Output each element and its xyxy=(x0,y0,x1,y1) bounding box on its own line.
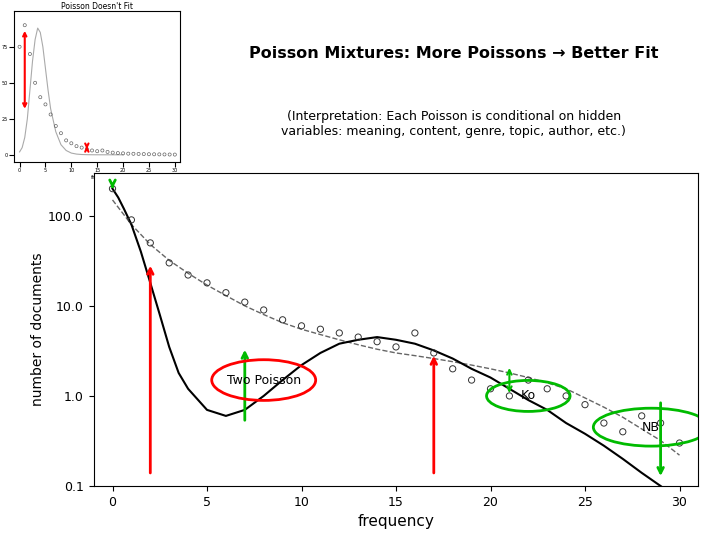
Point xyxy=(132,150,144,158)
Point xyxy=(148,150,160,159)
Title: Poisson Doesn't Fit: Poisson Doesn't Fit xyxy=(61,2,133,11)
Y-axis label: number of documents: number of documents xyxy=(31,253,45,406)
Point xyxy=(122,150,134,158)
Point xyxy=(598,418,610,427)
Text: (Interpretation: Each Poisson is conditional on hidden
variables: meaning, conte: (Interpretation: Each Poisson is conditi… xyxy=(282,110,626,138)
Text: Two Poisson: Two Poisson xyxy=(227,374,301,387)
Point xyxy=(353,333,364,341)
Point xyxy=(674,438,685,447)
Point xyxy=(466,376,477,384)
Point xyxy=(277,315,289,324)
Point xyxy=(55,129,67,138)
Text: Poisson Mixtures: More Poissons → Better Fit: Poisson Mixtures: More Poissons → Better… xyxy=(249,46,658,60)
X-axis label: freq: freq xyxy=(91,174,104,180)
Point xyxy=(60,136,72,145)
Point xyxy=(145,239,156,247)
Point xyxy=(81,145,93,153)
Point xyxy=(428,349,439,357)
Point xyxy=(560,392,572,400)
Point xyxy=(127,150,139,158)
Text: Ko: Ko xyxy=(521,389,536,402)
Point xyxy=(169,150,181,159)
Point xyxy=(117,149,129,158)
Point xyxy=(220,288,232,297)
Point xyxy=(296,321,307,330)
Point xyxy=(138,150,150,158)
Point xyxy=(315,325,326,334)
Point xyxy=(14,43,25,51)
Point xyxy=(30,78,41,87)
Point xyxy=(86,146,98,155)
Point xyxy=(372,338,383,346)
Point xyxy=(541,384,553,393)
Point xyxy=(76,143,87,152)
Point xyxy=(163,259,175,267)
Point xyxy=(143,150,155,159)
Point xyxy=(258,306,269,314)
Point xyxy=(654,418,666,427)
Point xyxy=(636,411,647,420)
Point xyxy=(40,100,51,109)
Point xyxy=(35,93,46,102)
Point xyxy=(91,147,103,156)
Point xyxy=(239,298,251,306)
Point xyxy=(96,146,108,155)
Point xyxy=(390,342,402,351)
Point xyxy=(447,364,459,373)
Point xyxy=(66,139,77,147)
Point xyxy=(182,271,194,279)
Point xyxy=(617,428,629,436)
Point xyxy=(107,184,118,193)
Point xyxy=(126,215,138,224)
Point xyxy=(24,50,36,58)
Point xyxy=(153,150,165,159)
Point xyxy=(19,21,30,30)
Point xyxy=(504,392,516,400)
Point xyxy=(158,150,170,159)
Point xyxy=(102,147,113,156)
Point xyxy=(107,148,119,157)
Point xyxy=(579,400,590,409)
Point xyxy=(409,329,420,338)
X-axis label: frequency: frequency xyxy=(358,514,434,529)
Text: NB: NB xyxy=(642,421,660,434)
Point xyxy=(71,142,82,151)
Point xyxy=(164,150,176,159)
Point xyxy=(333,329,345,338)
Point xyxy=(485,384,496,393)
Point xyxy=(50,122,61,130)
Point xyxy=(112,148,124,157)
Point xyxy=(523,376,534,384)
Point xyxy=(202,279,213,287)
Point xyxy=(45,110,56,119)
